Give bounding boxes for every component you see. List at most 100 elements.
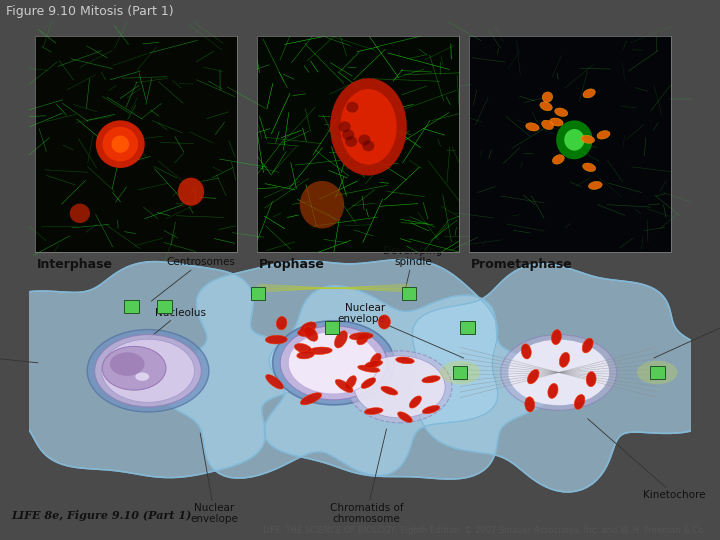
Ellipse shape [95,335,202,407]
Text: Interphase: Interphase [37,258,113,271]
Ellipse shape [266,335,287,344]
Ellipse shape [102,339,194,402]
Text: Nuclear
envelope: Nuclear envelope [190,433,238,524]
Ellipse shape [525,397,535,412]
Bar [257,36,459,252]
Ellipse shape [422,376,440,383]
Text: Developing
spindle: Developing spindle [384,246,443,289]
Ellipse shape [300,322,316,333]
Ellipse shape [342,130,354,140]
Bar [35,36,238,252]
Ellipse shape [508,340,609,405]
Bar [469,36,671,252]
Ellipse shape [102,127,138,161]
Polygon shape [156,260,498,478]
Ellipse shape [549,118,563,126]
Ellipse shape [440,361,480,384]
Ellipse shape [423,406,440,414]
FancyBboxPatch shape [157,300,172,313]
Ellipse shape [548,383,558,399]
Ellipse shape [354,356,445,418]
Text: Centrosomes: Centrosomes [151,257,235,301]
Ellipse shape [288,332,379,394]
Ellipse shape [581,136,595,143]
FancyBboxPatch shape [453,366,467,379]
Ellipse shape [582,163,595,172]
Ellipse shape [554,108,568,117]
Ellipse shape [349,333,373,340]
Ellipse shape [338,122,351,132]
Text: Chromatids of
chromosome: Chromatids of chromosome [330,429,403,524]
Polygon shape [264,286,559,479]
Ellipse shape [340,89,397,165]
Ellipse shape [586,372,596,387]
Ellipse shape [597,131,610,139]
Ellipse shape [541,120,554,130]
Text: Nuclear
envelope: Nuclear envelope [337,303,464,358]
Ellipse shape [348,351,452,423]
Ellipse shape [356,334,368,345]
Polygon shape [413,264,720,492]
Ellipse shape [346,376,356,389]
Ellipse shape [381,386,397,395]
Ellipse shape [135,373,149,381]
Ellipse shape [297,328,315,336]
Ellipse shape [556,120,593,159]
Ellipse shape [112,136,129,153]
Ellipse shape [559,352,570,367]
Bar [35,36,238,252]
Ellipse shape [575,394,585,409]
Ellipse shape [527,369,539,384]
FancyBboxPatch shape [124,300,139,313]
Ellipse shape [330,78,407,176]
Ellipse shape [362,140,374,151]
Ellipse shape [346,102,359,113]
FancyBboxPatch shape [251,287,266,300]
Ellipse shape [361,378,376,388]
Ellipse shape [410,396,421,408]
Ellipse shape [637,361,678,384]
Ellipse shape [358,365,380,372]
Ellipse shape [96,120,145,168]
Ellipse shape [397,412,413,422]
Ellipse shape [300,181,344,228]
Ellipse shape [365,360,382,368]
Ellipse shape [583,89,595,98]
Ellipse shape [297,351,315,359]
Ellipse shape [294,343,312,353]
Polygon shape [0,261,331,477]
Bar [257,36,459,252]
Ellipse shape [273,321,395,405]
Ellipse shape [540,102,552,111]
Ellipse shape [102,346,166,390]
Ellipse shape [335,330,348,348]
Text: Kinetochore: Kinetochore [588,418,706,500]
Ellipse shape [345,136,357,147]
Text: Nucleus: Nucleus [0,348,38,363]
Ellipse shape [378,315,390,329]
Text: Kinetochore
microtubules: Kinetochore microtubules [654,299,720,358]
Ellipse shape [266,375,284,389]
Text: Figure 9.10 Mitosis (Part 1): Figure 9.10 Mitosis (Part 1) [6,5,174,18]
FancyBboxPatch shape [650,366,665,379]
Text: Nucleolus: Nucleolus [119,308,206,363]
Ellipse shape [359,134,371,145]
Ellipse shape [336,380,353,393]
Ellipse shape [308,347,332,354]
Ellipse shape [280,326,387,400]
Text: LIFE: THE SCIENCE OF BIOLOGY, Eighth Edition  © 2007 Sinauer Associates, Inc. an: LIFE: THE SCIENCE OF BIOLOGY, Eighth Edi… [263,526,706,535]
Ellipse shape [552,329,562,345]
FancyBboxPatch shape [402,287,416,300]
Text: LIFE 8e, Figure 9.10 (Part 1): LIFE 8e, Figure 9.10 (Part 1) [11,510,192,521]
Ellipse shape [500,335,616,410]
Ellipse shape [370,353,381,366]
Ellipse shape [552,155,564,164]
Ellipse shape [109,352,145,376]
Ellipse shape [178,178,204,206]
Ellipse shape [364,408,383,415]
Ellipse shape [588,181,602,190]
Ellipse shape [396,357,414,364]
FancyBboxPatch shape [325,321,339,334]
Ellipse shape [542,92,553,102]
Ellipse shape [582,338,593,353]
